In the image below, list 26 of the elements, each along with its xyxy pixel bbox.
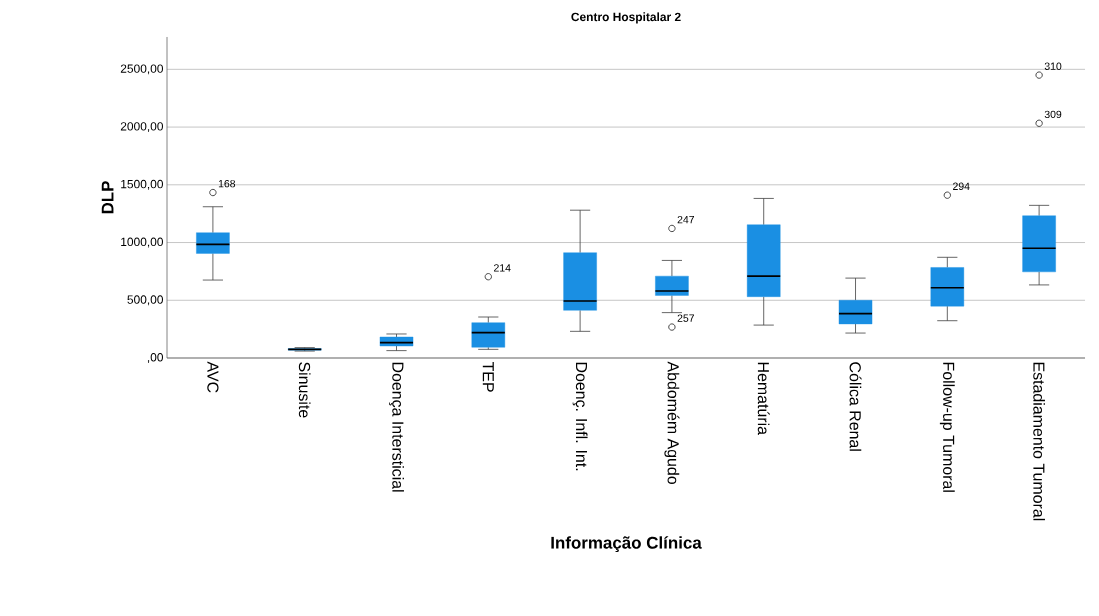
annotation: 309	[1044, 110, 1062, 119]
x-tick-label: Doença Intersticial	[389, 362, 404, 492]
y-tick-label: 1500,00	[121, 179, 164, 190]
x-tick-label: TEP	[482, 361, 494, 392]
x-tick-label: Doenç. Infl. Int.	[572, 362, 588, 471]
x-tick-label: AVC	[207, 361, 219, 393]
annotation: 310	[1044, 62, 1062, 70]
y-tick-label: ,00	[147, 353, 164, 363]
x-tick-label: Hematúria	[757, 362, 770, 436]
annotation: 247	[677, 215, 695, 224]
y-tick-label: 500,00	[127, 295, 164, 306]
annotation: 168	[218, 179, 236, 188]
annotation: 214	[494, 264, 511, 272]
x-tick-label: Estadiamento Tumoral	[1033, 362, 1045, 521]
x-tick-label: Sinusite	[298, 362, 311, 418]
y-tick-label: 2000,00	[120, 122, 164, 132]
y-tick-label: 1000,00	[121, 237, 164, 248]
x-axis-title: Informação Clínica	[551, 536, 702, 553]
x-tick-label: Abdomém Agudo	[664, 361, 680, 484]
x-tick-label: Cólica Renal	[849, 362, 862, 451]
annotation: 257	[677, 314, 695, 322]
y-tick-label: 2500,00	[120, 64, 164, 75]
x-tick-label: Follow-up Tumoral	[939, 362, 955, 492]
chart-title: Centro Hospitalar 2	[571, 12, 681, 24]
annotation: 294	[953, 182, 970, 190]
y-axis-title: DLP	[101, 181, 114, 214]
